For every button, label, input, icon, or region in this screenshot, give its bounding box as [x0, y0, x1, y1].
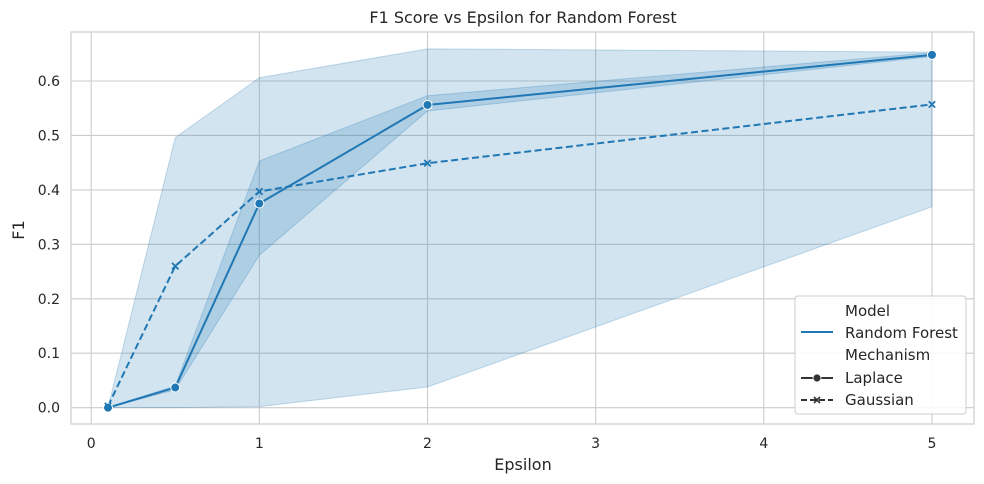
y-tick-label: 0.3 — [38, 237, 60, 253]
legend-laplace-label: Laplace — [845, 369, 903, 387]
y-tick-label: 0.5 — [38, 128, 60, 144]
plot-frame — [70, 31, 975, 425]
x-tick-label: 2 — [423, 436, 432, 452]
y-tick-label: 0.1 — [38, 346, 60, 362]
legend-laplace-marker — [812, 373, 822, 383]
legend: Model Random Forest Mechanism Laplace Ga… — [794, 295, 967, 415]
x-axis-label: Epsilon — [494, 455, 551, 474]
legend-gaussian-marker — [813, 396, 821, 404]
x-tick-label: 1 — [255, 436, 264, 452]
x-tick-label: 3 — [591, 436, 600, 452]
x-ticks: 0 1 2 3 4 5 — [87, 436, 937, 452]
y-tick-label: 0.4 — [38, 183, 60, 199]
gaussian-point — [928, 100, 936, 109]
laplace-point — [254, 198, 265, 209]
laplace-point — [170, 382, 181, 393]
legend-model-title: Model — [845, 302, 890, 320]
laplace-point — [422, 99, 433, 110]
gaussian-point — [423, 159, 432, 168]
x-tick-label: 0 — [87, 436, 96, 452]
legend-box — [794, 295, 967, 415]
legend-gaussian-label: Gaussian — [845, 391, 914, 409]
grid — [71, 32, 974, 424]
x-tick-label: 4 — [759, 436, 768, 452]
y-ticks: 0.0 0.1 0.2 0.3 0.4 0.5 0.6 — [38, 74, 60, 417]
gaussian-point — [104, 402, 112, 410]
x-tick-label: 5 — [927, 436, 936, 452]
gaussian-point — [255, 187, 264, 196]
legend-mechanism-title: Mechanism — [845, 346, 930, 364]
overall-confidence-band — [107, 48, 933, 409]
legend-model-entry: Random Forest — [845, 324, 958, 342]
laplace-point — [926, 49, 937, 60]
y-tick-label: 0.2 — [38, 292, 60, 308]
y-axis-label: F1 — [9, 220, 28, 239]
y-tick-label: 0.6 — [38, 74, 60, 90]
laplace-point — [102, 402, 113, 413]
y-tick-label: 0.0 — [38, 401, 60, 417]
gaussian-point — [171, 262, 180, 270]
series-markers — [102, 49, 937, 413]
chart-title: F1 Score vs Epsilon for Random Forest — [369, 8, 676, 27]
